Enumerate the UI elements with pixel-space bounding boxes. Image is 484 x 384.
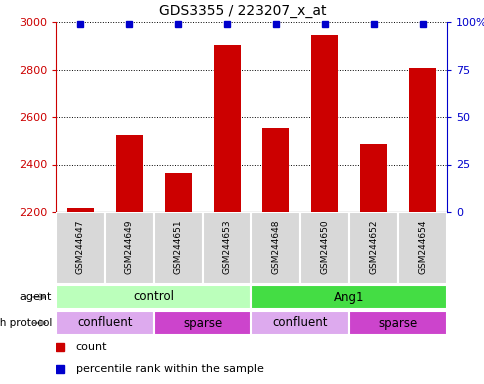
Text: Ang1: Ang1	[333, 291, 364, 303]
Bar	[202, 212, 251, 284]
Text: sparse: sparse	[182, 316, 222, 329]
Text: GSM244651: GSM244651	[173, 219, 182, 274]
Text: growth protocol: growth protocol	[0, 318, 52, 328]
Bar	[397, 212, 446, 284]
Bar	[262, 128, 289, 212]
Bar	[153, 212, 202, 284]
Bar	[251, 212, 300, 284]
Bar	[56, 212, 105, 284]
Text: agent: agent	[19, 292, 52, 302]
Text: GSM244650: GSM244650	[319, 219, 329, 274]
Bar	[105, 212, 153, 284]
Bar	[56, 285, 251, 310]
Text: GSM244653: GSM244653	[222, 219, 231, 274]
Bar	[165, 173, 191, 212]
Text: confluent: confluent	[77, 316, 132, 329]
Text: GSM244648: GSM244648	[271, 219, 280, 274]
Bar	[251, 285, 446, 310]
Bar	[153, 311, 251, 336]
Text: GSM244652: GSM244652	[368, 219, 378, 274]
Bar	[311, 35, 337, 212]
Bar	[213, 45, 240, 212]
Bar	[360, 144, 386, 212]
Bar	[348, 311, 446, 336]
Text: count: count	[76, 342, 107, 352]
Bar	[67, 209, 94, 212]
Text: GSM244647: GSM244647	[76, 219, 85, 274]
Bar	[300, 212, 348, 284]
Text: sparse: sparse	[378, 316, 417, 329]
Text: confluent: confluent	[272, 316, 328, 329]
Text: GDS3355 / 223207_x_at: GDS3355 / 223207_x_at	[158, 4, 326, 18]
Bar	[56, 311, 153, 336]
Text: control: control	[133, 291, 174, 303]
Bar	[251, 311, 348, 336]
Text: percentile rank within the sample: percentile rank within the sample	[76, 364, 263, 374]
Bar	[408, 68, 435, 212]
Text: GSM244654: GSM244654	[417, 219, 426, 274]
Text: GSM244649: GSM244649	[124, 219, 134, 274]
Bar	[116, 135, 142, 212]
Bar	[348, 212, 397, 284]
